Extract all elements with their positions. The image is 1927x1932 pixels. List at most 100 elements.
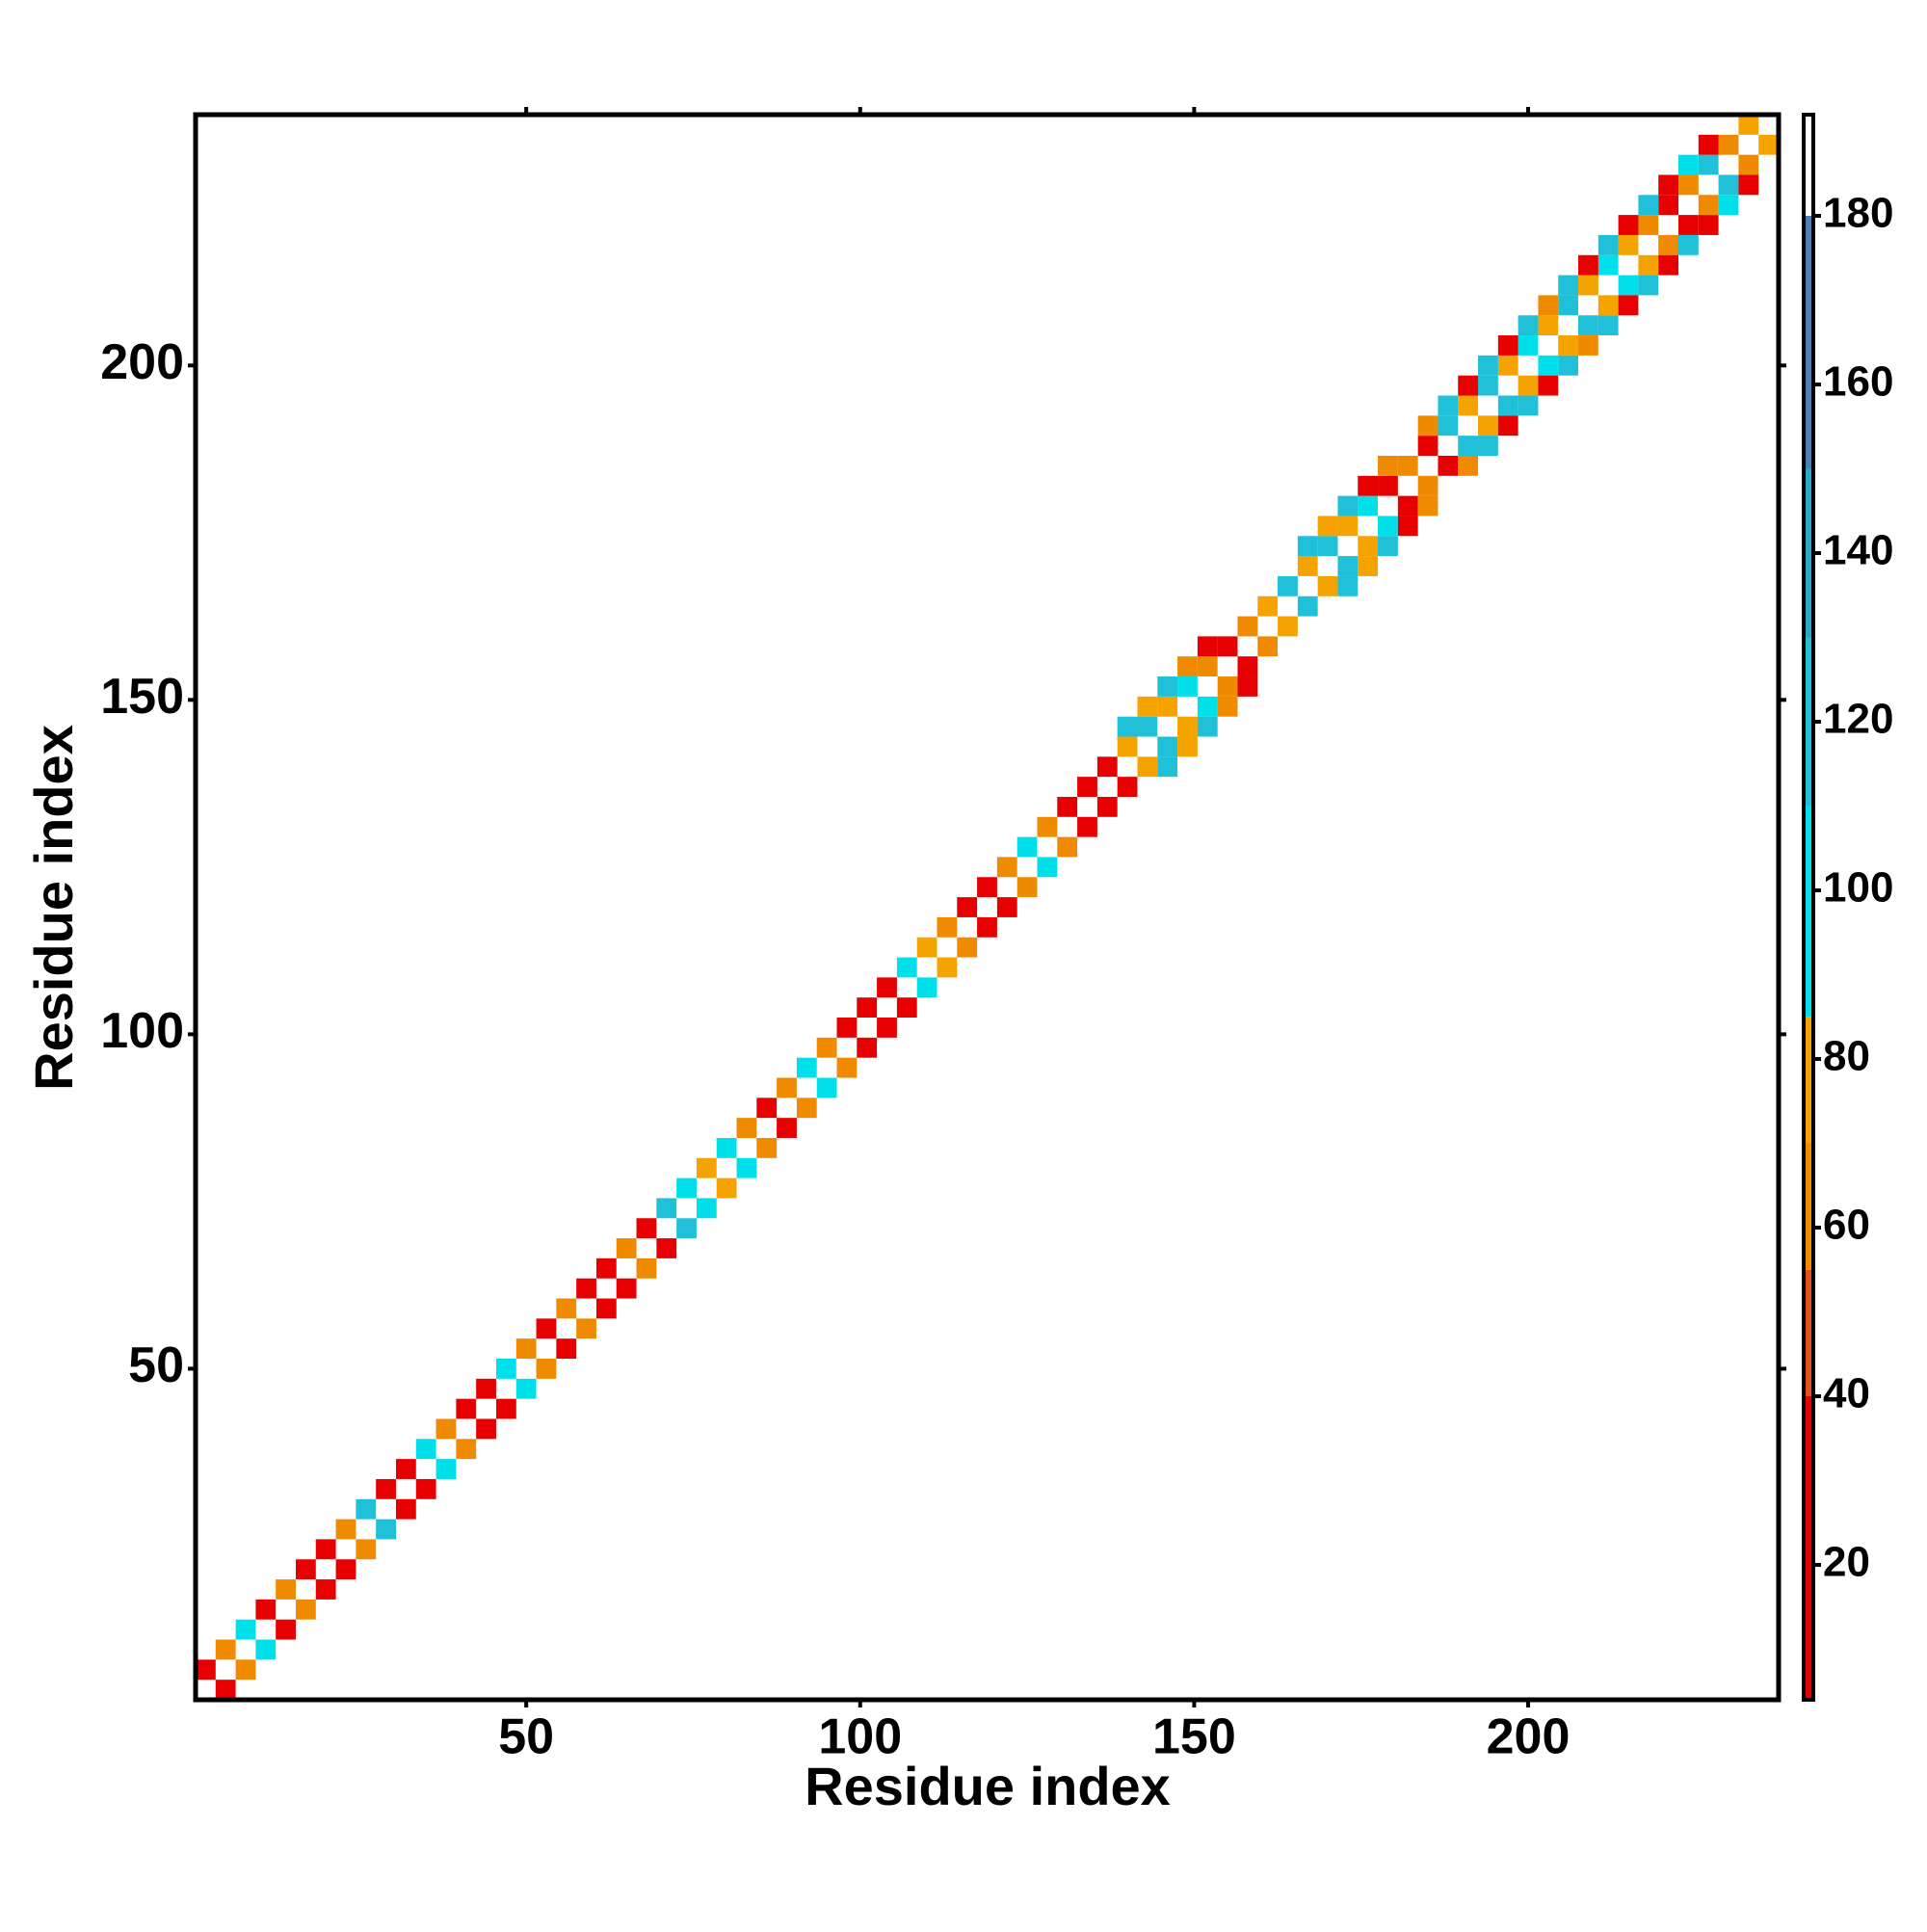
heatmap-cell-mirror bbox=[1197, 716, 1218, 737]
heatmap-cell bbox=[857, 997, 878, 1019]
heatmap-cell-mirror bbox=[1618, 295, 1639, 316]
y-tick-label: 150 bbox=[100, 669, 184, 725]
x-axis-title: Residue index bbox=[805, 1756, 1171, 1816]
heatmap-cell-mirror bbox=[1678, 215, 1699, 235]
heatmap-cell bbox=[656, 1198, 677, 1219]
heatmap-cell bbox=[676, 1178, 697, 1199]
colorbar-band bbox=[1804, 1396, 1813, 1700]
heatmap-cell bbox=[476, 1378, 496, 1399]
heatmap-cell bbox=[295, 1559, 316, 1580]
heatmap-cell-mirror bbox=[1597, 295, 1619, 316]
heatmap-cell bbox=[1597, 254, 1619, 276]
heatmap-cell-mirror bbox=[1578, 335, 1598, 356]
colorbar-tick-label: 80 bbox=[1823, 1033, 1870, 1080]
heatmap-cell bbox=[1658, 195, 1679, 216]
heatmap-cell bbox=[1578, 275, 1598, 296]
heatmap-cell-mirror bbox=[656, 1238, 677, 1258]
colorbar-tick-label: 140 bbox=[1823, 527, 1893, 574]
heatmap-cell bbox=[1558, 275, 1579, 296]
heatmap-cell bbox=[1678, 154, 1699, 175]
heatmap-cell-mirror bbox=[1718, 174, 1739, 196]
heatmap-cell bbox=[1117, 716, 1138, 737]
heatmap-cell-mirror bbox=[1698, 215, 1719, 235]
heatmap-cell bbox=[977, 877, 997, 898]
heatmap-cell-mirror bbox=[1037, 857, 1058, 878]
heatmap-cell bbox=[1638, 195, 1659, 216]
heatmap-cell-mirror bbox=[1217, 696, 1238, 717]
heatmap-cell bbox=[816, 1037, 837, 1058]
heatmap-cell bbox=[696, 1157, 717, 1178]
heatmap-cell-mirror bbox=[1117, 777, 1138, 797]
heatmap-cell-mirror bbox=[1718, 195, 1739, 216]
colorbar-band bbox=[1804, 637, 1813, 807]
heatmap-cell-mirror bbox=[716, 1178, 737, 1199]
heatmap-cell-mirror bbox=[1678, 234, 1699, 255]
heatmap-cell-mirror bbox=[556, 1338, 577, 1360]
heatmap-cell bbox=[1558, 295, 1579, 316]
heatmap-cell-mirror bbox=[1738, 154, 1759, 175]
x-tick-label: 50 bbox=[498, 1709, 554, 1765]
heatmap-cell bbox=[756, 1098, 778, 1119]
heatmap-cell bbox=[1157, 676, 1178, 697]
x-tick-label: 100 bbox=[818, 1709, 902, 1765]
heatmap-cell-mirror bbox=[1096, 796, 1118, 817]
heatmap-cell bbox=[1497, 355, 1518, 376]
heatmap-cell-mirror bbox=[1497, 415, 1518, 437]
heatmap-cell-mirror bbox=[1358, 536, 1379, 557]
colorbar-tick-label: 120 bbox=[1823, 696, 1893, 743]
heatmap-cell bbox=[1297, 536, 1318, 557]
heatmap-cell bbox=[1417, 436, 1439, 456]
colorbar-band bbox=[1804, 115, 1813, 216]
heatmap-cell bbox=[1578, 254, 1598, 276]
heatmap-cell bbox=[1037, 816, 1058, 837]
heatmap-cell-mirror bbox=[1658, 254, 1679, 276]
heatmap-cell bbox=[1738, 115, 1759, 135]
heatmap-cell-mirror bbox=[816, 1077, 837, 1098]
colorbar-tick-label: 60 bbox=[1823, 1202, 1870, 1249]
heatmap-cell-mirror bbox=[1137, 756, 1158, 778]
heatmap-cell bbox=[1358, 475, 1379, 496]
heatmap-cell bbox=[1057, 796, 1078, 817]
heatmap-cell bbox=[1518, 335, 1539, 356]
heatmap-cell bbox=[1618, 215, 1639, 235]
heatmap-cell-mirror bbox=[1177, 736, 1198, 757]
colorbar-band bbox=[1804, 806, 1813, 1018]
heatmap-cell-mirror bbox=[616, 1278, 637, 1299]
heatmap-cell bbox=[1618, 234, 1639, 255]
colorbar-band bbox=[1804, 1017, 1813, 1144]
heatmap-cell bbox=[1197, 656, 1218, 677]
heatmap-cell-mirror bbox=[1638, 254, 1659, 276]
heatmap-cell bbox=[515, 1338, 537, 1360]
colorbar-band bbox=[1804, 468, 1813, 638]
heatmap-cell-mirror bbox=[356, 1539, 377, 1560]
heatmap-cell bbox=[255, 1599, 277, 1620]
heatmap-cell bbox=[1478, 375, 1498, 396]
heatmap-cell-mirror bbox=[1337, 556, 1359, 576]
heatmap-cell bbox=[1378, 455, 1398, 476]
heatmap-cell bbox=[1278, 575, 1298, 596]
heatmap-cell-mirror bbox=[1397, 495, 1418, 516]
heatmap-cell-mirror bbox=[736, 1157, 757, 1178]
heatmap-cell bbox=[1397, 455, 1418, 476]
heatmap-cell-mirror bbox=[1217, 676, 1238, 697]
heatmap-cell-mirror bbox=[1057, 836, 1078, 858]
heatmap-cell bbox=[896, 957, 917, 978]
heatmap-cell bbox=[356, 1498, 377, 1520]
heatmap-cell-mirror bbox=[1417, 475, 1439, 496]
heatmap-cell bbox=[595, 1257, 617, 1279]
heatmap-cell bbox=[1197, 636, 1218, 657]
heatmap-cell bbox=[996, 857, 1017, 878]
heatmap-cell-mirror bbox=[1458, 455, 1479, 476]
heatmap-cell-mirror bbox=[1237, 676, 1258, 697]
colorbar-tick-label: 20 bbox=[1823, 1539, 1870, 1586]
heatmap-cell bbox=[616, 1238, 637, 1258]
heatmap-cell-mirror bbox=[1177, 716, 1198, 737]
y-tick-label: 100 bbox=[100, 1003, 184, 1059]
heatmap-cell-mirror bbox=[415, 1478, 436, 1499]
heatmap-cell-mirror bbox=[1558, 335, 1579, 356]
heatmap-cell bbox=[836, 1018, 858, 1038]
heatmap-cells bbox=[196, 115, 1779, 1700]
heatmap-cell-mirror bbox=[756, 1137, 778, 1158]
heatmap-cell bbox=[1217, 636, 1238, 657]
heatmap-cell bbox=[1177, 656, 1198, 677]
